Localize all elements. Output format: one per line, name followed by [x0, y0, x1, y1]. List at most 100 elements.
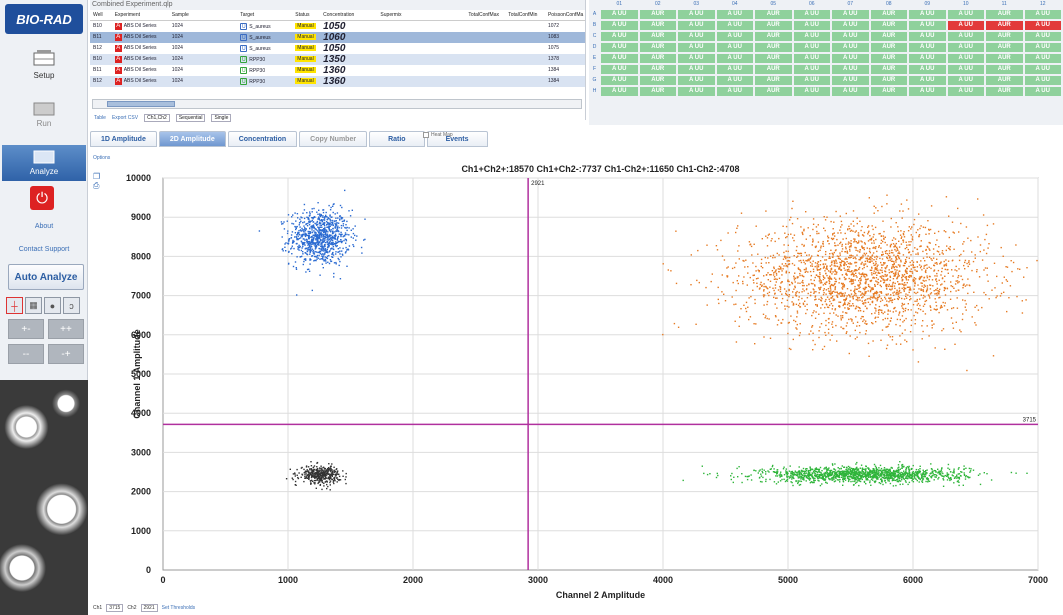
table-row[interactable]: B12 A ABS Dil Series 1024 U S_aureus Manual 105… [90, 42, 585, 54]
plate-well[interactable]: AUR [755, 65, 792, 74]
plate-well[interactable]: A UU [832, 87, 869, 96]
plate-column-header[interactable]: 11 [1001, 1, 1007, 7]
about-link[interactable]: About [34, 223, 54, 230]
plate-well[interactable]: AUR [986, 65, 1023, 74]
tab-copy-number[interactable]: Copy Number [299, 131, 368, 147]
auto-analyze-button[interactable]: Auto Analyze [8, 264, 84, 290]
plate-well[interactable]: AUR [986, 32, 1023, 41]
crosshair-tool-icon[interactable]: ┼ [6, 297, 23, 314]
contact-support-link[interactable]: Contact Support [18, 246, 70, 253]
tab-2d-amplitude[interactable]: 2D Amplitude [158, 131, 226, 147]
plate-well[interactable]: A UU [601, 54, 638, 63]
plate-well[interactable]: A UU [1024, 54, 1061, 63]
plate-well[interactable]: A UU [947, 32, 984, 41]
heat-map-checkbox[interactable] [423, 132, 429, 138]
column-header[interactable]: Supermix [377, 10, 466, 21]
plate-column-header[interactable]: 03 [693, 1, 700, 7]
plate-well[interactable]: A UU [678, 43, 715, 52]
plate-well[interactable]: A UU [909, 76, 946, 85]
copy-icon[interactable]: ❐ [93, 172, 101, 181]
plate-well[interactable]: A UU [947, 10, 984, 19]
plate-well[interactable]: AUR [986, 54, 1023, 63]
tab-events[interactable]: Events [426, 131, 488, 147]
nav-analyze[interactable]: Analyze [2, 145, 86, 181]
plate-well[interactable]: A UU [601, 65, 638, 74]
tab-concentration[interactable]: Concentration [227, 131, 298, 147]
plate-well[interactable]: A UU [1024, 43, 1061, 52]
plate-well[interactable]: A UU [716, 10, 753, 19]
plate-well[interactable]: AUR [755, 87, 792, 96]
plate-well[interactable]: A UU [909, 43, 946, 52]
plate-well[interactable]: A UU [832, 10, 869, 19]
column-header[interactable]: Concentration [320, 10, 378, 21]
plate-well[interactable]: AUR [639, 76, 676, 85]
plate-column-header[interactable]: 09 [924, 1, 931, 7]
tab-ratio[interactable]: Ratio [369, 131, 425, 147]
column-header[interactable]: Target [237, 10, 293, 21]
plate-well[interactable]: A UU [947, 65, 984, 74]
plate-well[interactable]: AUR [870, 54, 907, 63]
plate-row-header[interactable]: B [592, 22, 597, 28]
table-option-table[interactable]: Table [94, 115, 106, 121]
plate-well[interactable]: A UU [793, 87, 830, 96]
plate-well[interactable]: A UU [793, 21, 830, 30]
plate-column-header[interactable]: 10 [962, 1, 969, 7]
plate-well[interactable]: AUR [639, 32, 676, 41]
plate-row-header[interactable]: H [592, 88, 597, 94]
plate-well[interactable]: AUR [639, 10, 676, 19]
plate-well[interactable]: AUR [870, 10, 907, 19]
plate-well[interactable]: AUR [755, 76, 792, 85]
plate-well[interactable]: AUR [639, 43, 676, 52]
horizontal-scrollbar[interactable] [92, 99, 582, 109]
plate-well[interactable]: AUR [639, 65, 676, 74]
plate-well[interactable]: A UU [793, 43, 830, 52]
plate-well[interactable]: A UU [947, 43, 984, 52]
plate-well[interactable]: A UU [1024, 65, 1061, 74]
export-csv-link[interactable]: Export CSV [111, 115, 139, 121]
ellipse-tool-icon[interactable]: ● [44, 297, 61, 314]
plate-row-header[interactable]: C [592, 33, 597, 39]
plate-well[interactable]: AUR [755, 10, 792, 19]
plate-column-header[interactable]: 04 [731, 1, 738, 7]
quadrant-minus-plus-button[interactable]: -+ [48, 344, 84, 364]
rectangle-tool-icon[interactable]: ▦ [25, 297, 42, 314]
column-header[interactable]: TotalConfMin [505, 10, 545, 21]
plate-column-header[interactable]: 08 [885, 1, 892, 7]
plate-well[interactable]: A UU [947, 87, 984, 96]
plate-well[interactable]: A UU [716, 54, 753, 63]
plate-well[interactable]: A UU [678, 32, 715, 41]
plate-row-header[interactable]: E [592, 55, 597, 61]
table-row[interactable]: B10 A ABS Dil Series 1024 U RPP30 Manual 1350 13… [90, 53, 585, 65]
column-header[interactable]: PoissonConfMa [544, 10, 585, 21]
plate-well[interactable]: AUR [870, 65, 907, 74]
single-select[interactable]: Single [211, 114, 232, 122]
plate-well[interactable]: A UU [716, 87, 753, 96]
scrollbar-thumb[interactable] [107, 101, 175, 107]
heat-map-toggle[interactable]: Heat Map [423, 132, 453, 138]
plate-well[interactable]: AUR [639, 54, 676, 63]
print-icon[interactable]: ⎙ [93, 181, 100, 190]
power-icon[interactable]: ⏻ [30, 186, 54, 210]
plate-well[interactable]: A UU [909, 87, 946, 96]
plate-well[interactable]: A UU [1024, 87, 1061, 96]
plate-column-header[interactable]: 05 [770, 1, 777, 7]
plate-well[interactable]: AUR [870, 76, 907, 85]
plate-well[interactable]: A UU [678, 21, 715, 30]
table-row[interactable]: B12 A ABS Dil Series 1024 U RPP30 Manual 1360 13… [90, 75, 585, 87]
plate-well[interactable]: A UU [793, 32, 830, 41]
plate-well[interactable]: A UU [1024, 76, 1061, 85]
table-row[interactable]: B11 A ABS Dil Series 1024 U RPP30 Manual 1360 13… [90, 64, 585, 76]
plate-well[interactable]: A UU [1024, 21, 1061, 30]
plate-column-header[interactable]: 07 [847, 1, 854, 7]
plate-well[interactable]: A UU [793, 54, 830, 63]
plate-well[interactable]: A UU [601, 32, 638, 41]
plate-well[interactable]: AUR [755, 43, 792, 52]
column-header[interactable]: Sample [168, 10, 238, 21]
plate-well[interactable]: AUR [639, 87, 676, 96]
column-header[interactable]: Well [90, 10, 112, 21]
plate-well[interactable]: A UU [601, 21, 638, 30]
options-link[interactable]: Options [93, 155, 111, 161]
plate-well[interactable]: AUR [986, 10, 1023, 19]
plate-well[interactable]: A UU [678, 87, 715, 96]
plate-well[interactable]: A UU [793, 65, 830, 74]
